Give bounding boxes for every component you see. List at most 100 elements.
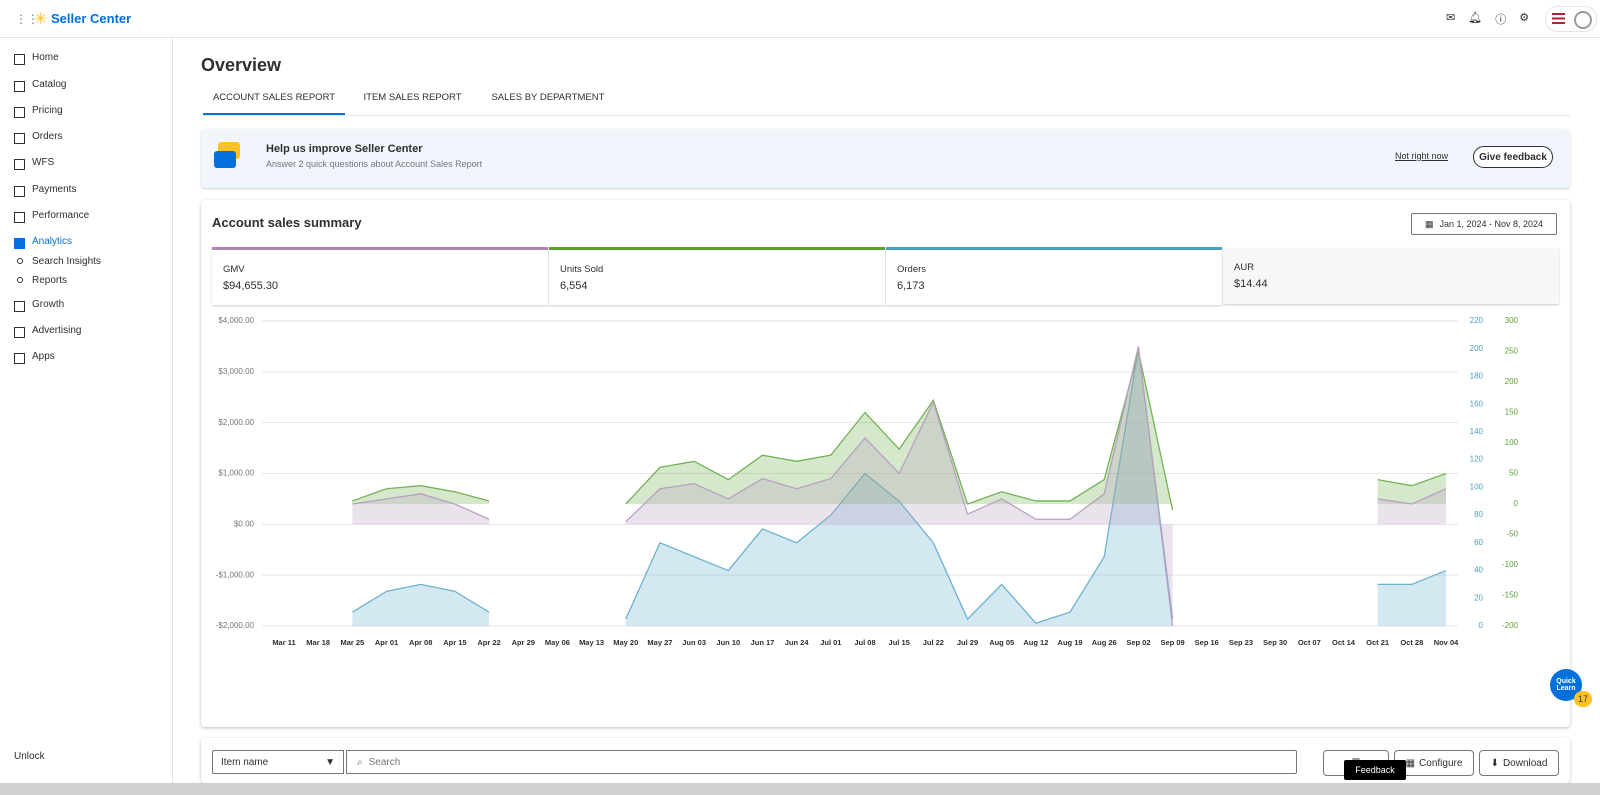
nav-item[interactable]: Search Insights <box>32 256 101 267</box>
x-tick-label: Aug 26 <box>1092 638 1117 647</box>
configure-button[interactable]: ▦ Configure <box>1394 750 1474 776</box>
y2-tick-label: 0 <box>1514 499 1519 508</box>
x-tick-label: Oct 14 <box>1332 638 1356 647</box>
x-tick-label: Aug 19 <box>1058 638 1083 647</box>
nav-item[interactable]: Payments <box>32 184 77 195</box>
nav-item[interactable]: Unlock <box>14 751 45 762</box>
summary-card: GMV $94,655.30 <box>212 247 548 305</box>
y2-tick-label: 50 <box>1509 469 1518 478</box>
download-button[interactable]: ⬇ Download <box>1479 750 1559 776</box>
y3-tick-label: 120 <box>1470 455 1484 464</box>
settings-icon[interactable]: ⚙ <box>1519 12 1530 24</box>
x-tick-label: Sep 09 <box>1160 638 1184 647</box>
y2-tick-label: -150 <box>1502 591 1519 600</box>
dismiss-link[interactable]: Not right now <box>1395 151 1449 161</box>
card-value: $94,655.30 <box>223 280 279 292</box>
y-tick-label: $2,000.00 <box>218 418 254 427</box>
summary-card: Orders 6,173 <box>886 247 1222 305</box>
download-label: Download <box>1502 757 1548 769</box>
y2-tick-label: -50 <box>1506 530 1518 539</box>
flag <box>1552 13 1565 24</box>
nav-item[interactable]: Growth <box>32 299 65 310</box>
x-tick-label: May 13 <box>579 638 604 647</box>
nav-item[interactable]: Home <box>32 52 59 63</box>
x-tick-label: May 06 <box>545 638 570 647</box>
x-tick-label: Jun 24 <box>785 638 810 647</box>
spark-logo: ✳ <box>34 11 48 28</box>
nav-item[interactable]: Pricing <box>32 105 63 116</box>
nav-item[interactable]: Performance <box>32 210 90 221</box>
nav-item[interactable]: WFS <box>32 157 55 168</box>
nav-item[interactable]: Orders <box>32 131 63 142</box>
x-tick-label: Apr 22 <box>477 638 500 647</box>
nav-icon <box>14 107 25 118</box>
nav-icon <box>14 327 25 338</box>
y-tick-label: $3,000.00 <box>218 367 254 376</box>
y-tick-label: $1,000.00 <box>218 469 254 478</box>
x-tick-label: May 27 <box>647 638 672 647</box>
series-line <box>352 346 1447 627</box>
summary-title: Account sales summary <box>212 215 362 230</box>
help-icon[interactable]: ⓘ <box>1495 14 1507 26</box>
nav-item[interactable]: Analytics <box>32 236 73 247</box>
apps-grid[interactable]: ⋮⋮ <box>15 12 39 26</box>
y3-tick-label: 200 <box>1470 344 1484 353</box>
nav-item[interactable]: Advertising <box>32 325 82 336</box>
mail-icon[interactable]: ✉ <box>1446 12 1456 24</box>
summary-card: AUR $14.44 <box>1223 248 1559 304</box>
tab[interactable]: ITEM SALES REPORT <box>363 92 462 103</box>
y2-tick-label: 250 <box>1505 347 1519 356</box>
sidebar: Home Catalog Pricing Orders WFS Payments Perfo… <box>0 38 173 783</box>
avatar <box>1574 11 1592 29</box>
x-tick-label: Aug 12 <box>1023 638 1048 647</box>
series-line <box>352 351 1447 511</box>
x-tick-label: Apr 01 <box>375 638 398 647</box>
y2-tick-label: 100 <box>1505 438 1519 447</box>
y2-tick-label: 300 <box>1505 316 1519 325</box>
card-label: GMV <box>223 264 245 275</box>
top-bar: ⋮⋮ ✳ Seller Center ✉ 🔔︎ ⓘ ⚙ <box>0 0 1600 38</box>
toolbar-panel: Item name▼ ⌕Search ☰ ▦Configure ⬇Downloa… <box>201 738 1570 783</box>
column-dropdown[interactable]: Item name ▼ <box>212 750 344 774</box>
scrollbar[interactable] <box>0 783 1600 795</box>
nav-icon <box>14 159 25 170</box>
date-range: Jan 1, 2024 - Nov 8, 2024 <box>1439 219 1544 229</box>
x-tick-label: Jul 15 <box>889 638 910 647</box>
y-tick-label: $4,000.00 <box>218 316 254 325</box>
y3-tick-label: 20 <box>1474 593 1483 602</box>
brand[interactable]: Seller Center <box>51 11 132 26</box>
x-tick-label: Oct 28 <box>1400 638 1423 647</box>
feedback-banner: Help us improve Seller Center Answer 2 q… <box>201 129 1570 188</box>
y3-tick-label: 220 <box>1470 316 1484 325</box>
date-picker[interactable]: ▦ Jan 1, 2024 - Nov 8, 2024 <box>1411 213 1557 235</box>
nav-icon <box>14 353 25 364</box>
card-label: AUR <box>1234 262 1255 273</box>
nav-item[interactable]: Catalog <box>32 79 67 90</box>
series-area <box>352 346 1447 626</box>
y3-tick-label: 160 <box>1470 399 1484 408</box>
nav-icon <box>14 54 25 65</box>
nav-icon <box>14 133 25 144</box>
x-tick-label: Jun 10 <box>716 638 740 647</box>
account-menu[interactable] <box>1545 6 1597 32</box>
series-line <box>352 348 1447 624</box>
nav-icon <box>14 301 25 312</box>
x-tick-label: Sep 02 <box>1126 638 1150 647</box>
nav-bullet <box>17 258 23 264</box>
x-tick-label: Apr 29 <box>512 638 535 647</box>
feedback-button[interactable]: Give feedback <box>1473 146 1553 168</box>
bell-icon[interactable]: 🔔︎ <box>1468 12 1483 24</box>
x-tick-label: Mar 18 <box>306 638 330 647</box>
nav-item[interactable]: Apps <box>32 351 55 362</box>
summary-panel: Account sales summary ▦ Jan 1, 2024 - Nov… <box>201 200 1570 727</box>
tab[interactable]: SALES BY DEPARTMENT <box>491 92 605 103</box>
card-value: 6,173 <box>897 280 925 292</box>
x-tick-label: Jun 03 <box>682 638 706 647</box>
nav-item[interactable]: Reports <box>32 275 68 286</box>
x-tick-label: Aug 05 <box>989 638 1014 647</box>
search-input[interactable]: ⌕ Search <box>346 750 1297 774</box>
tab[interactable]: ACCOUNT SALES REPORT <box>203 88 345 115</box>
y3-tick-label: 0 <box>1479 621 1484 630</box>
quick-learn[interactable]: Quick Learn <box>1550 669 1582 701</box>
